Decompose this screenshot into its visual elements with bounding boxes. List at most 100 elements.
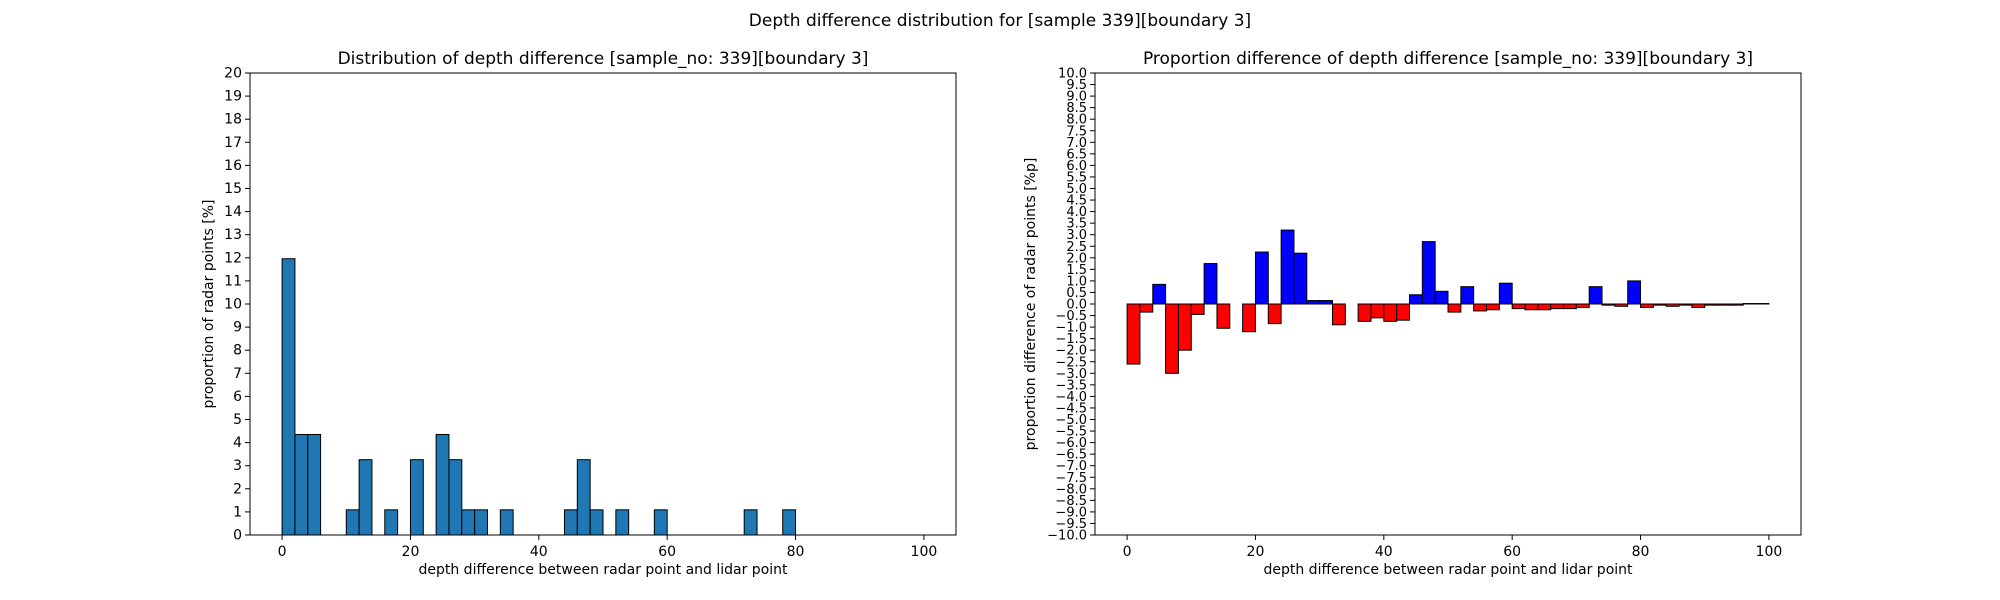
distribution-y-tick-label: 4 bbox=[233, 435, 242, 451]
distribution-y-axis-label: proportion of radar points [%] bbox=[201, 199, 217, 408]
distribution-bar bbox=[345, 509, 360, 536]
proportion-difference-y-tick-label: 8.5 bbox=[1066, 101, 1087, 116]
distribution-bar bbox=[563, 509, 578, 536]
proportion-difference-bar bbox=[1614, 303, 1629, 307]
proportion-difference-bar bbox=[1627, 280, 1642, 305]
distribution-bar bbox=[358, 459, 373, 536]
distribution-bar bbox=[448, 459, 463, 536]
proportion-difference-y-tick-label: 6.5 bbox=[1066, 147, 1087, 162]
proportion-difference-bar bbox=[1177, 303, 1192, 351]
distribution-bar bbox=[499, 509, 514, 536]
proportion-difference-bar bbox=[1190, 303, 1205, 315]
proportion-difference-bar bbox=[1280, 229, 1295, 305]
distribution-y-tick-label: 2 bbox=[233, 481, 242, 497]
proportion-difference-bar bbox=[1267, 303, 1282, 325]
distribution-bar bbox=[653, 509, 668, 536]
proportion-difference-y-tick-label: −3.5 bbox=[1055, 378, 1087, 393]
proportion-difference-y-tick-label: −6.0 bbox=[1055, 436, 1087, 451]
proportion-difference-bar bbox=[1575, 303, 1590, 308]
distribution-x-tick-label: 60 bbox=[658, 544, 676, 560]
proportion-difference-x-tick-label: 100 bbox=[1756, 544, 1783, 560]
proportion-difference-bar bbox=[1640, 303, 1654, 308]
figure-suptitle: Depth difference distribution for [sampl… bbox=[749, 11, 1251, 31]
distribution-x-axis-label: depth difference between radar point and… bbox=[418, 562, 788, 578]
proportion-difference-y-tick-label: −0.5 bbox=[1055, 309, 1087, 324]
distribution-x-tick-label: 0 bbox=[278, 544, 287, 560]
distribution-bar bbox=[743, 509, 758, 536]
proportion-difference-y-tick-label: −7.0 bbox=[1055, 459, 1087, 474]
proportion-difference-y-tick-label: 8.0 bbox=[1066, 113, 1087, 128]
proportion-difference-bar bbox=[1652, 303, 1667, 306]
proportion-difference-y-tick-label: 1.5 bbox=[1066, 263, 1087, 278]
distribution-plot-frame bbox=[249, 72, 957, 536]
proportion-difference-bar bbox=[1126, 303, 1141, 365]
proportion-difference-bar bbox=[1319, 300, 1333, 305]
proportion-difference-y-tick-label: 7.0 bbox=[1066, 136, 1087, 151]
proportion-difference-y-axis-label: proportion difference of radar points [%… bbox=[1023, 158, 1039, 451]
distribution-y-tick-label: 6 bbox=[233, 389, 242, 405]
proportion-difference-y-axis: −10.0−9.5−9.0−8.5−8.0−7.5−7.0−6.5−6.0−5.… bbox=[1047, 67, 1095, 544]
distribution-y-tick-label: 17 bbox=[224, 135, 242, 151]
distribution-y-tick-label: 10 bbox=[224, 297, 242, 313]
proportion-difference-y-tick-label: −1.0 bbox=[1055, 321, 1087, 336]
proportion-difference-bar bbox=[1203, 263, 1218, 305]
proportion-difference-y-tick-label: 5.5 bbox=[1066, 170, 1087, 185]
distribution-y-tick-label: 9 bbox=[233, 320, 242, 336]
distribution-y-tick-label: 20 bbox=[224, 66, 242, 82]
proportion-difference-bar bbox=[1383, 303, 1398, 322]
distribution-x-axis: 0 20 40 60 80 100 bbox=[278, 535, 938, 560]
proportion-difference-bar bbox=[1729, 303, 1744, 306]
distribution-y-tick-label: 1 bbox=[233, 504, 242, 520]
distribution-bars bbox=[281, 258, 797, 536]
proportion-difference-y-tick-label: 5.0 bbox=[1066, 182, 1087, 197]
proportion-difference-bar bbox=[1537, 303, 1552, 311]
proportion-difference-chart-title: Proportion difference of depth differenc… bbox=[1143, 49, 1753, 69]
proportion-difference-y-tick-label: −4.0 bbox=[1055, 390, 1087, 405]
proportion-difference-y-tick-label: 4.0 bbox=[1066, 205, 1087, 220]
proportion-difference-bar bbox=[1601, 303, 1616, 306]
distribution-y-tick-label: 11 bbox=[224, 273, 242, 289]
distribution-y-tick-label: 15 bbox=[224, 181, 242, 197]
proportion-difference-y-tick-label: 1.0 bbox=[1066, 274, 1087, 289]
proportion-difference-x-tick-label: 60 bbox=[1503, 544, 1521, 560]
proportion-difference-bar bbox=[1421, 241, 1436, 305]
distribution-chart-title: Distribution of depth difference [sample… bbox=[338, 49, 869, 69]
proportion-difference-y-tick-label: 2.0 bbox=[1066, 251, 1087, 266]
proportion-difference-bar bbox=[1460, 286, 1475, 305]
proportion-difference-y-tick-label: 0.0 bbox=[1066, 298, 1087, 313]
proportion-difference-bar bbox=[1563, 303, 1577, 310]
proportion-difference-y-tick-label: 6.0 bbox=[1066, 159, 1087, 174]
proportion-difference-y-tick-label: −3.0 bbox=[1055, 367, 1087, 382]
proportion-difference-bar bbox=[1152, 283, 1167, 305]
proportion-difference-y-tick-label: −10.0 bbox=[1047, 529, 1087, 544]
proportion-difference-bar bbox=[1588, 286, 1603, 305]
proportion-difference-y-tick-label: −5.0 bbox=[1055, 413, 1087, 428]
proportion-difference-y-tick-label: −4.5 bbox=[1055, 401, 1087, 416]
distribution-chart: Distribution of depth difference [sample… bbox=[201, 49, 957, 578]
distribution-bar bbox=[294, 434, 309, 536]
distribution-bar bbox=[474, 509, 488, 536]
distribution-y-tick-label: 13 bbox=[224, 227, 242, 243]
proportion-difference-bar bbox=[1242, 303, 1256, 333]
distribution-x-tick-label: 40 bbox=[530, 544, 548, 560]
proportion-difference-y-tick-label: 0.5 bbox=[1066, 286, 1087, 301]
distribution-bar bbox=[782, 509, 797, 536]
distribution-bar bbox=[281, 258, 296, 536]
proportion-difference-bar bbox=[1370, 303, 1385, 319]
proportion-difference-bar bbox=[1691, 303, 1706, 308]
proportion-difference-x-axis-label: depth difference between radar point and… bbox=[1263, 562, 1633, 578]
proportion-difference-x-tick-label: 0 bbox=[1123, 544, 1132, 560]
distribution-x-tick-label: 100 bbox=[911, 544, 938, 560]
proportion-difference-bar bbox=[1216, 303, 1231, 329]
proportion-difference-bar bbox=[1678, 303, 1693, 306]
distribution-x-tick-label: 20 bbox=[402, 544, 420, 560]
distribution-y-tick-label: 14 bbox=[224, 204, 242, 220]
proportion-difference-y-tick-label: 3.5 bbox=[1066, 217, 1087, 232]
proportion-difference-bar bbox=[1550, 303, 1565, 310]
distribution-y-tick-label: 7 bbox=[233, 366, 242, 382]
proportion-difference-bar bbox=[1704, 303, 1719, 306]
proportion-difference-y-tick-label: −8.5 bbox=[1055, 494, 1087, 509]
proportion-difference-bar bbox=[1396, 303, 1410, 321]
proportion-difference-bar bbox=[1408, 294, 1423, 305]
